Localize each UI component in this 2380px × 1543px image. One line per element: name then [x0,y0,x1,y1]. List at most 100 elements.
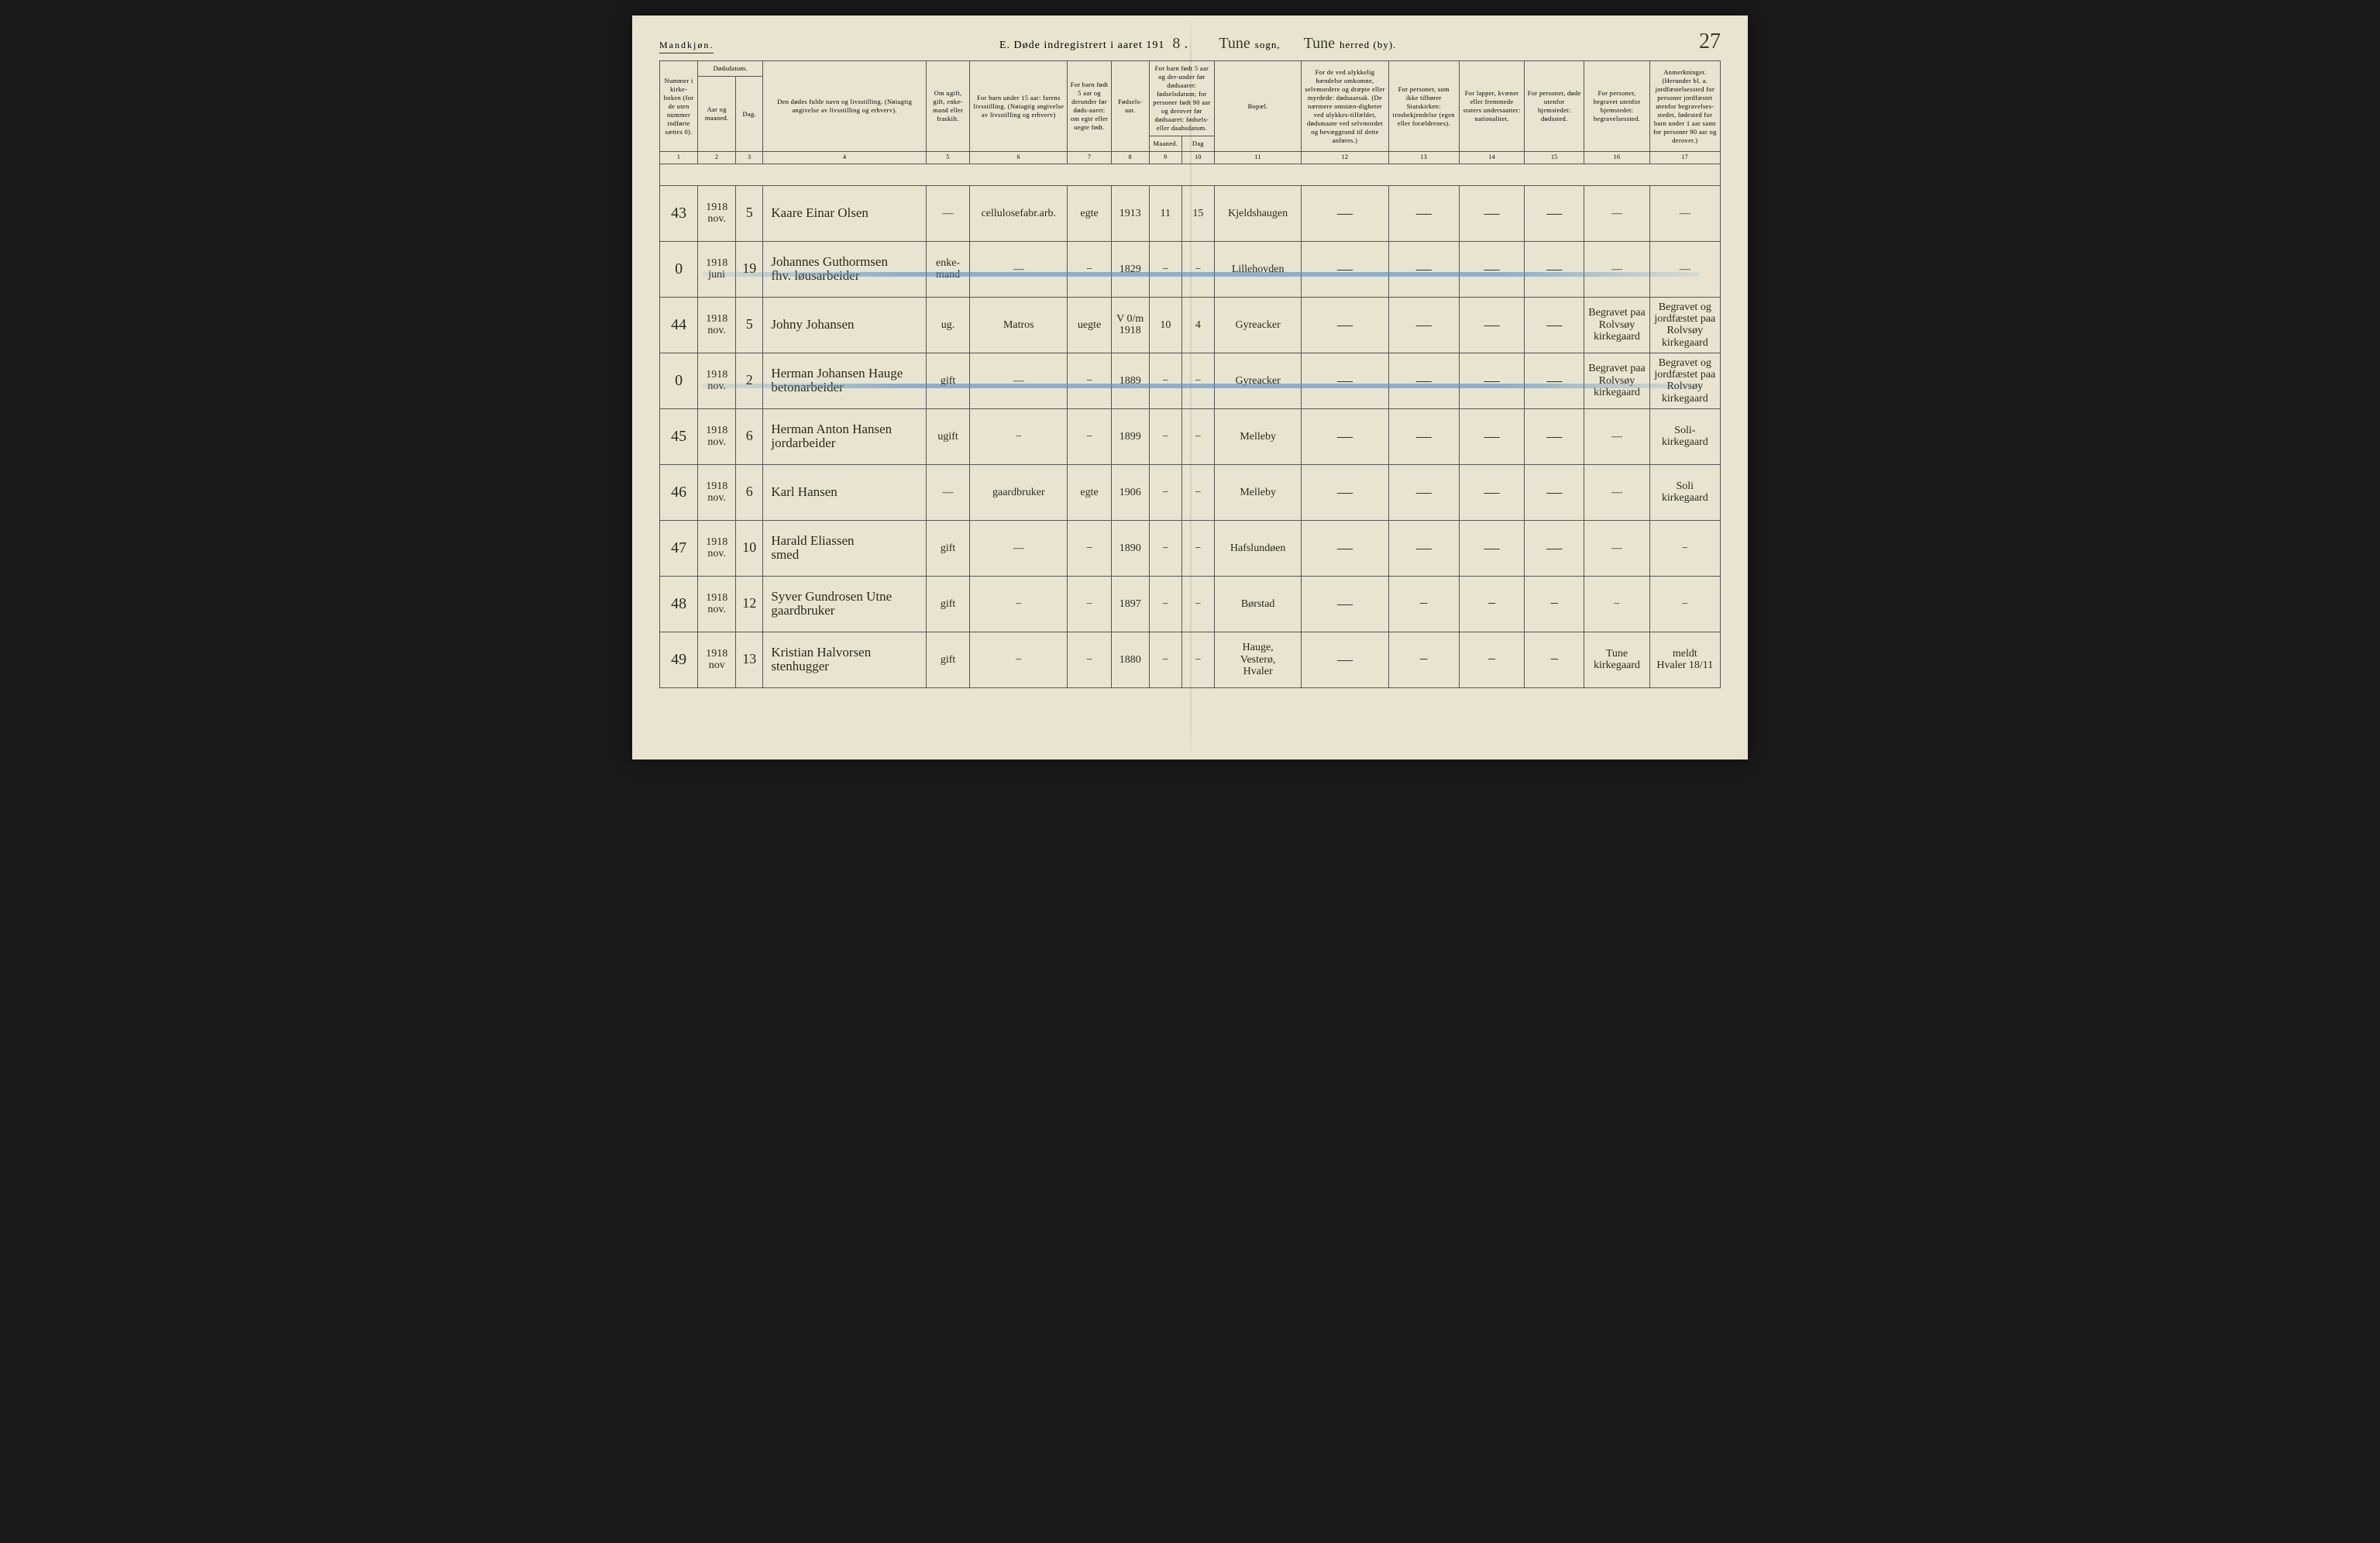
cell: 10 [736,520,763,576]
table-row: 461918 nov.6Karl Hansen—gaardbrukeregte1… [660,464,1721,520]
herred-value: Tune [1304,35,1335,53]
main-title: E. Døde indregistrert i aaret 1918 . [999,35,1195,53]
cell: 1889 [1111,353,1149,408]
table-row: 431918 nov.5Kaare Einar Olsen—cellulosef… [660,185,1721,241]
cell: — [1584,520,1649,576]
col-header-5: Om ugift, gift, enke-mand eller fraskilt… [926,61,969,152]
cell: — [1302,353,1388,408]
cell: meldt Hvaler 18/11 [1649,632,1720,687]
cell: 2 [736,353,763,408]
cell: − [1149,408,1181,464]
cell: — [970,353,1068,408]
cell: gaardbruker [970,464,1068,520]
page-number: 27 [1682,29,1721,54]
col-header-15: For personer, døde utenfor hjemstedet: d… [1525,61,1584,152]
cell: — [1388,241,1459,297]
cell: − [1149,520,1181,576]
cell: − [970,632,1068,687]
colnum: 16 [1584,152,1649,164]
cell: 1918 nov. [698,408,736,464]
cell: — [1302,464,1388,520]
cell: — [1388,297,1459,353]
cell: ug. [926,297,969,353]
cell: 4 [1181,297,1214,353]
cell: − [1649,520,1720,576]
colnum: 6 [970,152,1068,164]
cell: − [1181,464,1214,520]
cell: 1897 [1111,576,1149,632]
col-header-13: For personer, som ikke tilhører Statskir… [1388,61,1459,152]
cell: − [1181,353,1214,408]
col-header-4: Den dødes fulde navn og livsstilling. (N… [763,61,927,152]
cell: — [1584,185,1649,241]
cell: 1880 [1111,632,1149,687]
cell: 1906 [1111,464,1149,520]
cell: — [1302,520,1388,576]
year-fill: 8 . [1164,35,1195,53]
page-header: Mandkjøn. E. Døde indregistrert i aaret … [659,29,1721,54]
cell: — [1525,353,1584,408]
cell: Gyreacker [1214,353,1301,408]
cell: Kaare Einar Olsen [763,185,927,241]
col-header-7: For barn født 5 aar og derunder før døds… [1068,61,1111,152]
cell: 11 [1149,185,1181,241]
cell: — [1584,241,1649,297]
cell: Soli kirkegaard [1649,464,1720,520]
cell: − [970,408,1068,464]
col-header-2a: Aar og maaned. [698,77,736,152]
cell: 15 [1181,185,1214,241]
table-wrap: Nummer i kirke-boken (for de uten nummer… [659,60,1721,688]
table-row: 451918 nov.6Herman Anton Hansen jordarbe… [660,408,1721,464]
cell: − [1181,520,1214,576]
cell: — [1525,185,1584,241]
colnum: 3 [736,152,763,164]
cell: − [1068,576,1111,632]
cell: − [1149,241,1181,297]
cell: enke- mand [926,241,969,297]
cell: — [1388,353,1459,408]
cell: − [1068,353,1111,408]
colnum: 15 [1525,152,1584,164]
cell: — [1388,520,1459,576]
cell: 1918 nov. [698,576,736,632]
cell: − [1068,520,1111,576]
cell: − [1459,576,1524,632]
cell: Begravet og jordfæstet paa Rolvsøy kirke… [1649,297,1720,353]
col-header-10: Dag [1181,136,1214,152]
spacer-row [660,164,1721,185]
cell: — [1302,185,1388,241]
col-header-2: Dødsdatum. [698,61,763,77]
cell: 5 [736,297,763,353]
cell: − [1181,408,1214,464]
cell: 10 [1149,297,1181,353]
colnum: 14 [1459,152,1524,164]
cell: 1918 nov. [698,297,736,353]
cell: — [1525,464,1584,520]
cell: — [1388,464,1459,520]
cell: Begravet paa Rolvsøy kirkegaard [1584,353,1649,408]
document-page: Mandkjøn. E. Døde indregistrert i aaret … [632,15,1748,759]
cell: egte [1068,464,1111,520]
colnum: 17 [1649,152,1720,164]
cell: Børstad [1214,576,1301,632]
cell: − [1181,632,1214,687]
cell: — [1459,185,1524,241]
cell: — [1525,408,1584,464]
cell: Begravet og jordfæstet paa Rolvsøy kirke… [1649,353,1720,408]
cell: − [1459,632,1524,687]
cell: — [1302,241,1388,297]
colnum: 10 [1181,152,1214,164]
colnum: 12 [1302,152,1388,164]
cell: — [926,464,969,520]
table-head: Nummer i kirke-boken (for de uten nummer… [660,61,1721,186]
cell: Johny Johansen [763,297,927,353]
cell: 48 [660,576,698,632]
cell: Herman Anton Hansen jordarbeider [763,408,927,464]
cell: − [1584,576,1649,632]
table-row: 01918 nov.2Herman Johansen Hauge betonar… [660,353,1721,408]
cell: — [1302,576,1388,632]
cell: — [1525,241,1584,297]
cell: — [1584,464,1649,520]
cell: gift [926,632,969,687]
cell: — [1649,185,1720,241]
